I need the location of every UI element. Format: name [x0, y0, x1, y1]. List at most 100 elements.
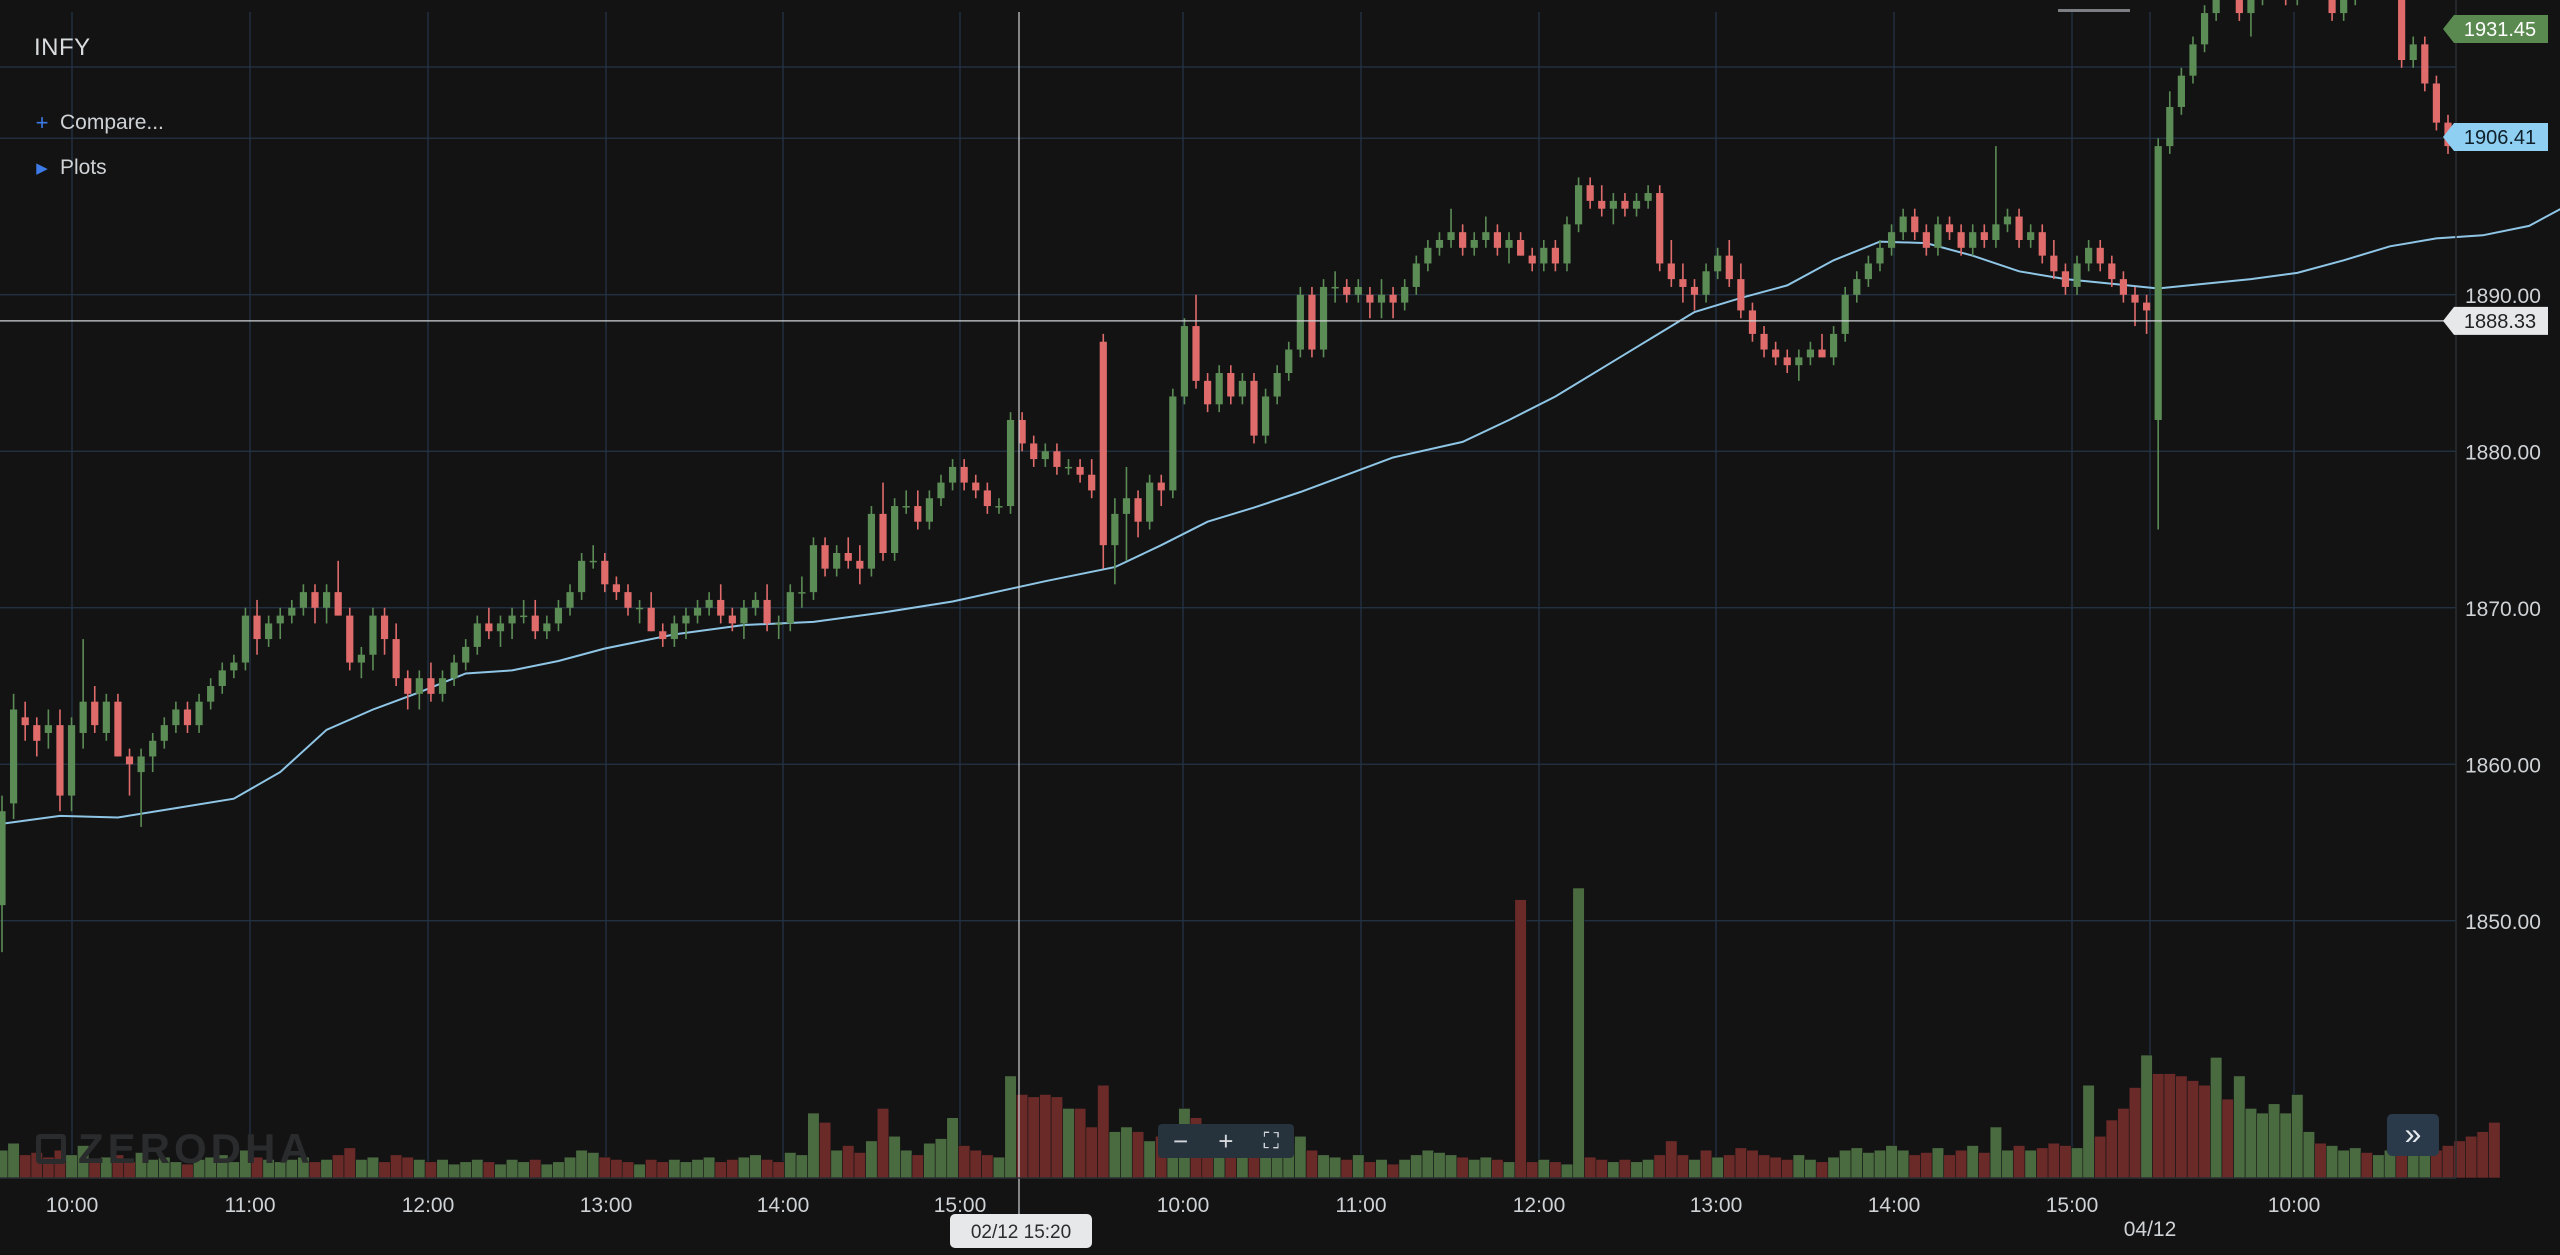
candle-body	[983, 490, 991, 507]
volume-bar	[1966, 1145, 1979, 1179]
zoom-in-button[interactable]: +	[1218, 1126, 1234, 1156]
symbol-name: INFY	[34, 34, 91, 61]
volume-bar	[2128, 1087, 2142, 1179]
volume-bar	[1607, 1161, 1620, 1179]
candle-body	[995, 506, 1003, 508]
candle-body	[1864, 263, 1872, 280]
candle-body	[2073, 263, 2081, 287]
candle-body	[1632, 200, 1641, 209]
x-tick-label: 10:00	[2268, 1194, 2321, 1217]
last-price-label-bg	[2443, 15, 2548, 43]
plots-button[interactable]: ▶ Plots	[34, 156, 107, 180]
candle-body	[207, 686, 215, 702]
candle-body	[1934, 224, 1942, 248]
volume-bar	[726, 1159, 739, 1179]
volume-bar	[888, 1135, 901, 1179]
candle-body	[1076, 466, 1084, 475]
x-tick-label: 10:00	[1157, 1194, 1210, 1217]
volume-bar	[343, 1147, 356, 1179]
volume-bar	[2105, 1119, 2118, 1179]
candle-body	[601, 560, 609, 585]
candle-body	[253, 615, 261, 640]
volume-bar	[1375, 1159, 1388, 1179]
zoom-out-button[interactable]: −	[1173, 1126, 1189, 1156]
volume-bar	[1526, 1161, 1539, 1179]
volume-bar	[842, 1145, 855, 1179]
candle-body	[844, 553, 852, 561]
volume-bar	[1386, 1163, 1400, 1179]
ma-price-label: 1906.41	[2464, 127, 2536, 149]
volume-bar	[2221, 1098, 2234, 1179]
compare-button[interactable]: + Compare...	[34, 110, 164, 136]
volume-bar	[1514, 899, 1527, 1179]
volume-bar	[2186, 1080, 2200, 1179]
candle-body	[960, 466, 968, 483]
volume-bar	[1989, 1126, 2002, 1179]
volume-bar	[2001, 1149, 2014, 1179]
candle-body	[346, 615, 354, 663]
candle-body	[2108, 263, 2116, 280]
candle-body	[1876, 247, 1884, 264]
candle-body	[2143, 302, 2151, 311]
volume-bar	[2059, 1145, 2072, 1179]
volume-bar	[1908, 1154, 1921, 1179]
volume-bar	[2198, 1084, 2211, 1179]
candle-body	[485, 623, 493, 632]
candle-body	[1980, 232, 1988, 240]
candle-body	[1737, 279, 1745, 311]
fullscreen-button[interactable]: ⛶	[1263, 1128, 1279, 1153]
scroll-to-latest-button[interactable]: »	[2387, 1114, 2439, 1156]
candle-body	[1377, 294, 1386, 303]
candle-body	[427, 678, 435, 694]
volume-bar	[2210, 1057, 2223, 1179]
crosshair-time-bg	[950, 1214, 1092, 1248]
candle-body	[809, 545, 818, 593]
volume-bar	[1885, 1145, 1898, 1179]
volume-bar	[911, 1154, 924, 1179]
candle-body	[2027, 232, 2035, 240]
candle-body	[1656, 193, 1664, 264]
plus-icon: +	[35, 110, 49, 135]
volume-bar	[1317, 1154, 1330, 1179]
volume-bar	[2152, 1073, 2165, 1179]
drag-handle[interactable]	[2058, 9, 2130, 12]
volume-bar	[482, 1161, 495, 1179]
volume-bar	[900, 1149, 913, 1179]
volume-bar	[1398, 1159, 1411, 1179]
plots-label: Plots	[60, 156, 107, 179]
crosshair-time-label: 02/12 15:20	[971, 1222, 1071, 1243]
candle-body	[1296, 294, 1304, 350]
candle-body	[1528, 255, 1536, 264]
volume-bar	[749, 1154, 762, 1179]
volume-bar	[2256, 1112, 2269, 1179]
volume-bar	[1410, 1154, 1423, 1179]
volume-bar	[1491, 1159, 1504, 1179]
candle-body	[1760, 333, 1768, 350]
volume-bar	[413, 1159, 426, 1179]
candle-body	[1088, 474, 1096, 491]
volume-bar	[1746, 1149, 1759, 1179]
candle-body	[1366, 294, 1374, 303]
candle-body	[404, 678, 412, 694]
volume-bar	[2024, 1149, 2037, 1179]
volume-bar	[517, 1161, 530, 1179]
candle-body	[1609, 200, 1617, 209]
volume-bar	[1421, 1149, 1434, 1179]
candle-body	[554, 607, 563, 624]
last-price-label: 1931.45	[2464, 19, 2536, 41]
candle-body	[1111, 513, 1119, 546]
candle-body	[1493, 232, 1502, 248]
volume-bar	[1097, 1084, 1110, 1179]
candle-body	[2212, 0, 2220, 14]
volume-bar	[2325, 1145, 2339, 1179]
candle-body	[322, 592, 331, 608]
candle-body	[2085, 247, 2093, 264]
volume-bar	[1723, 1154, 1736, 1179]
candle-body	[1690, 286, 1699, 295]
ma-price-label-bg	[2443, 123, 2548, 151]
x-tick-label: 13:00	[580, 1194, 633, 1217]
candle-body	[1470, 240, 1478, 248]
volume-bar	[355, 1159, 368, 1179]
volume-bar	[830, 1149, 843, 1179]
